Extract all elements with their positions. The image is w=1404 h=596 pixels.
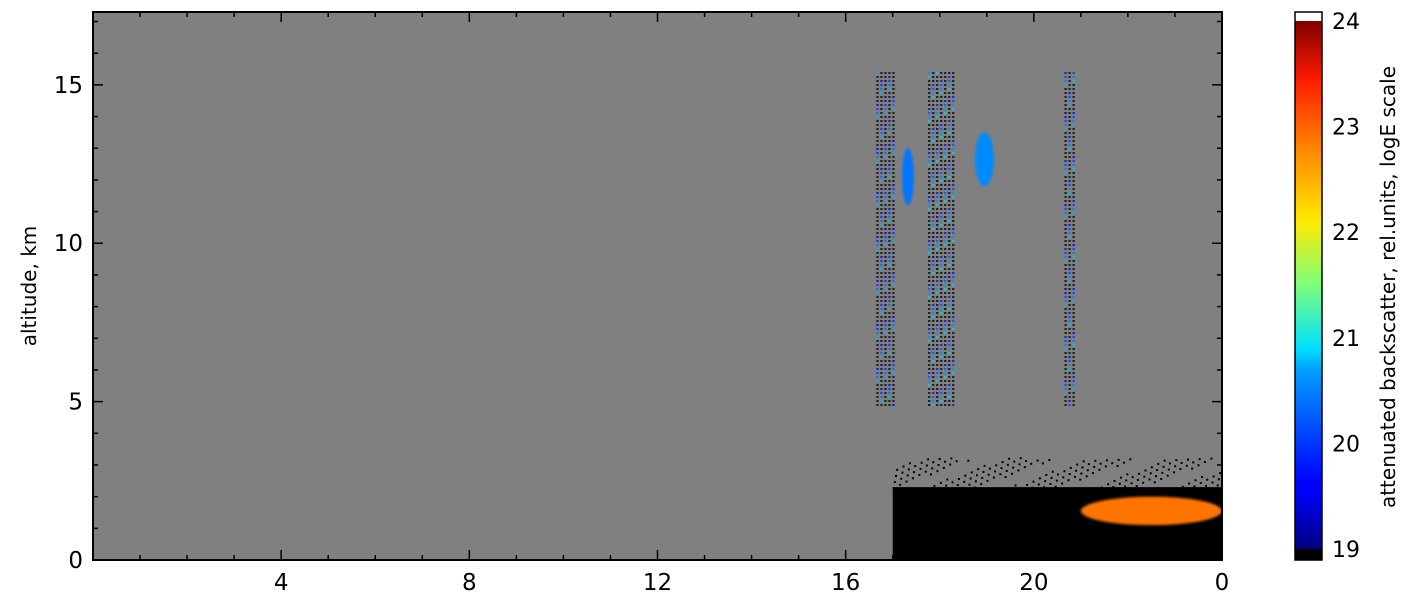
feature-aerosol-layer [1080, 496, 1222, 526]
feature-cloud-patch [902, 148, 914, 206]
x-tick-label: 0 [1215, 570, 1230, 596]
y-tick-label: 5 [68, 390, 83, 416]
y-axis-title: altitude, km [17, 226, 41, 347]
colorbar-under [1295, 549, 1322, 560]
colorbar-title: attenuated backscatter, rel.units, logE … [1376, 66, 1400, 508]
feature-cloud-patch [975, 132, 994, 187]
colorbar-frame [1294, 11, 1323, 561]
colorbar-tick-label: 21 [1332, 327, 1360, 352]
colorbar-tick-label: 19 [1332, 538, 1360, 563]
colorbar-gradient [1295, 21, 1322, 549]
colorbar-tick-label: 23 [1332, 116, 1360, 141]
colorbar-over [1295, 12, 1322, 21]
x-tick-label: 20 [1019, 570, 1048, 596]
x-tick-label: 16 [831, 570, 860, 596]
x-tick-label: 12 [643, 570, 672, 596]
x-tick-label: 8 [462, 570, 477, 596]
colorbar-tick-label: 24 [1332, 10, 1360, 35]
feature-cirrus-column [876, 72, 895, 406]
feature-cirrus-column [927, 72, 955, 406]
feature-cirrus-column [1064, 72, 1075, 406]
plot-background [93, 12, 1222, 560]
backscatter-field [876, 72, 1222, 560]
axis-ticks: 4 8 12 16 20 0 0 5 10 15 19 20 21 22 23 24 [54, 10, 1360, 596]
colorbar-tick-label: 20 [1332, 432, 1360, 457]
colorbar [1294, 11, 1323, 561]
y-tick-label: 10 [54, 231, 83, 257]
y-tick-label: 15 [54, 73, 83, 99]
y-tick-label: 0 [68, 548, 83, 574]
x-tick-label: 4 [274, 570, 289, 596]
colorbar-tick-label: 22 [1332, 221, 1360, 246]
